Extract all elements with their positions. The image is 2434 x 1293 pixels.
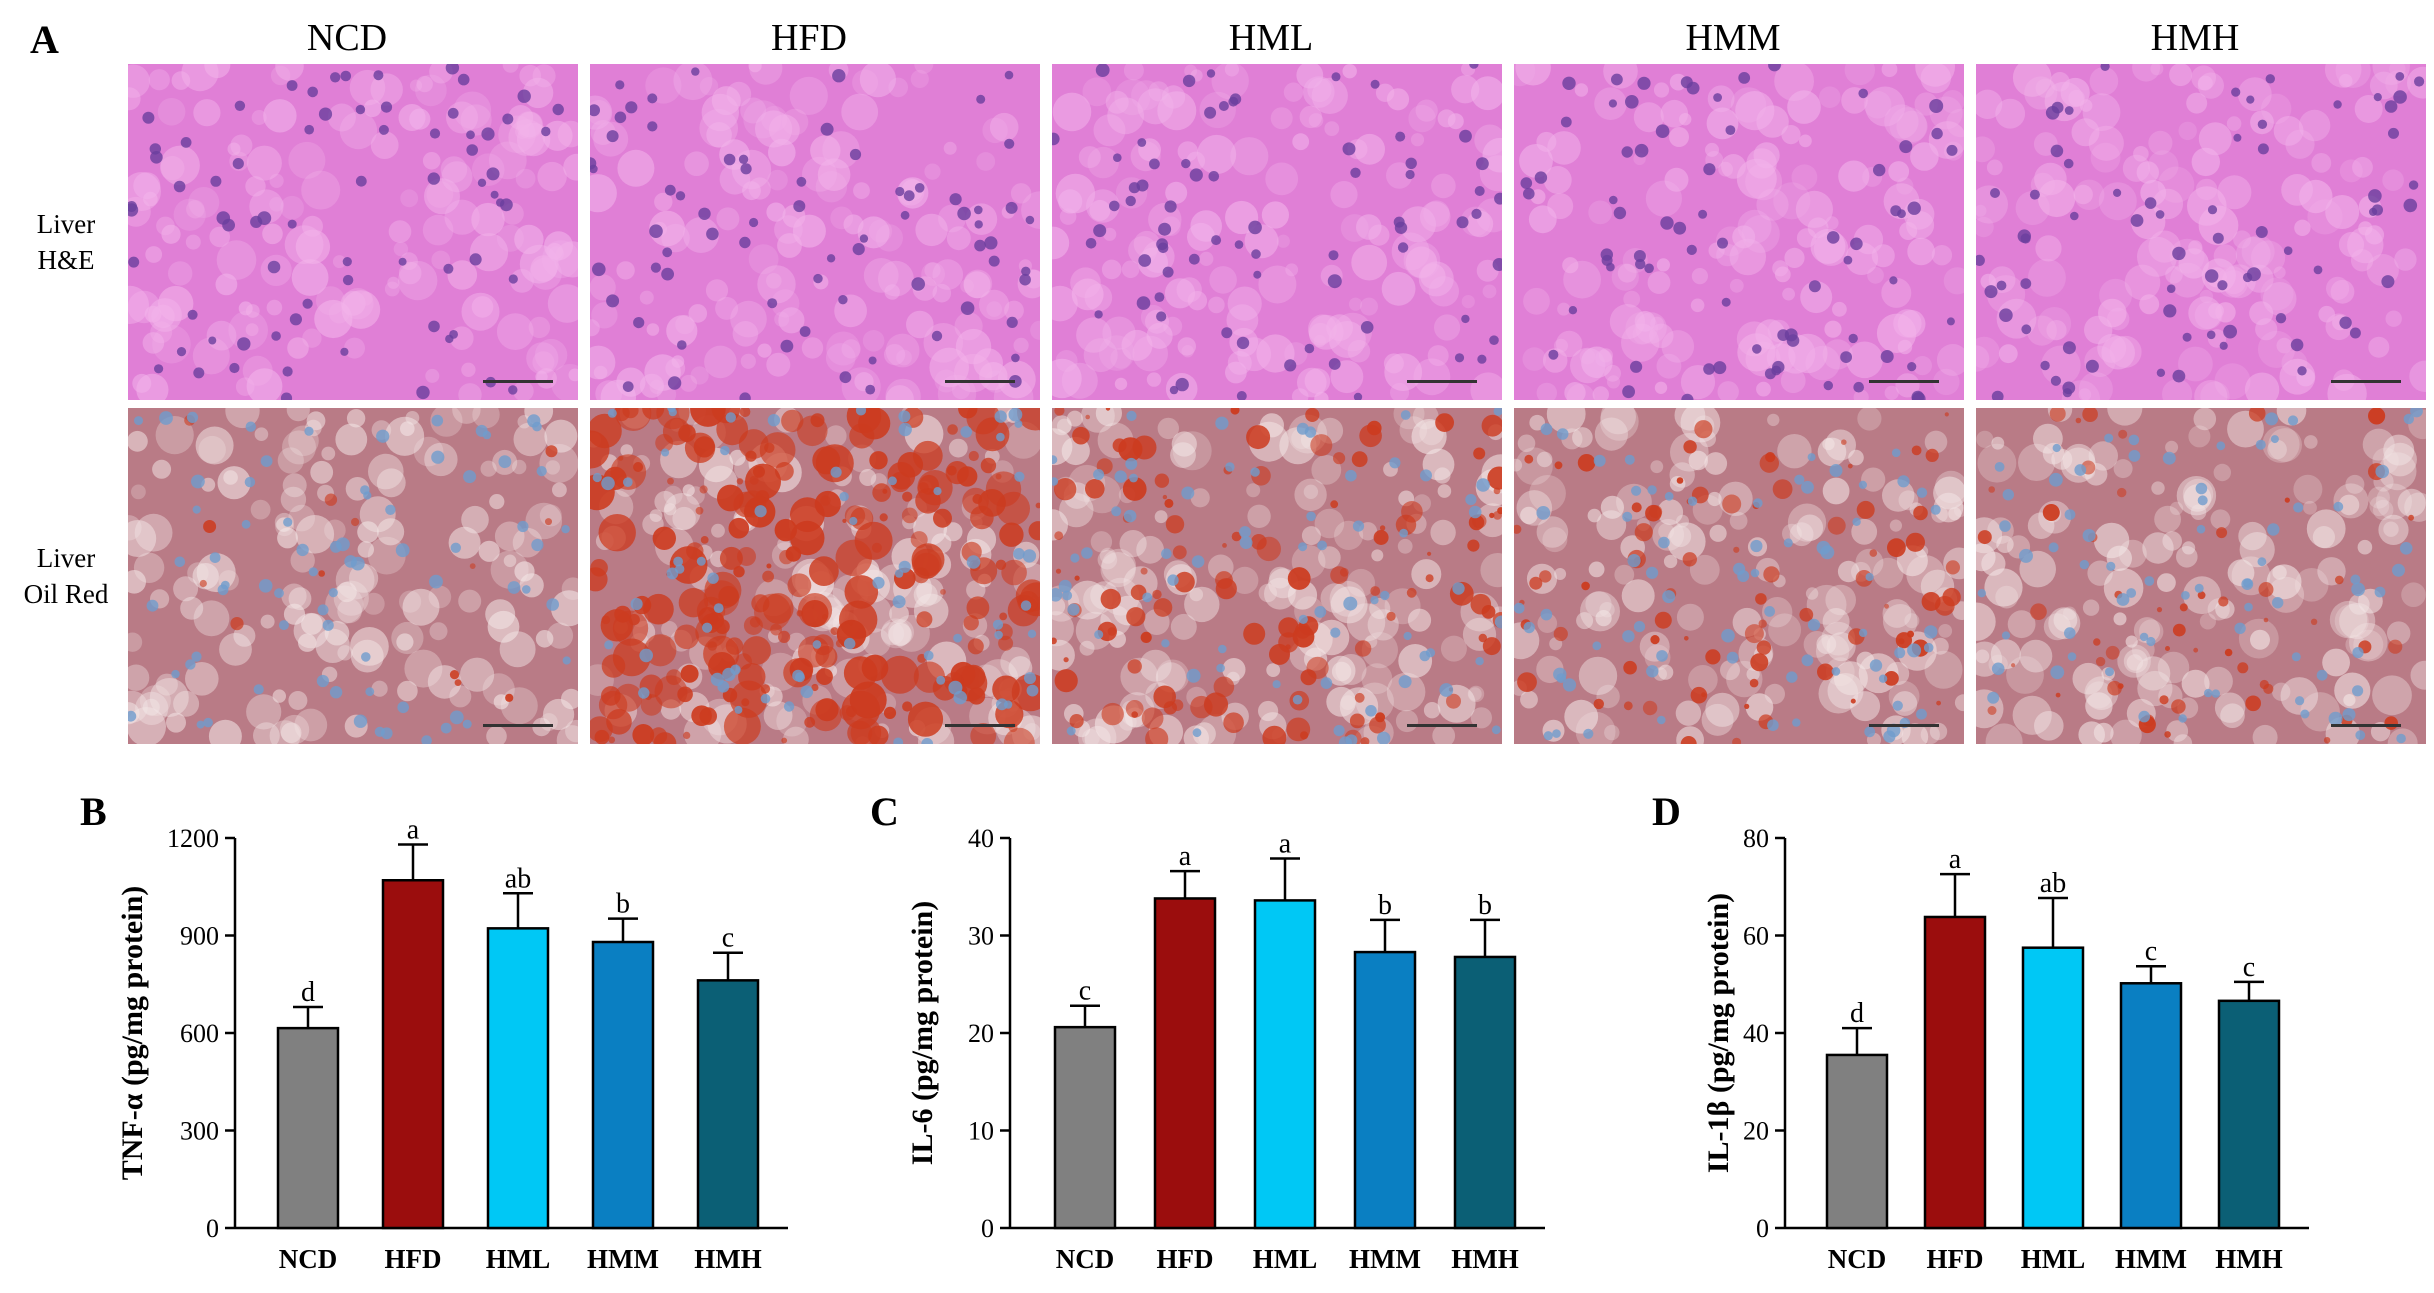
micrograph-he-ncd — [128, 64, 578, 400]
panel-c-ytick-label: 30 — [968, 922, 994, 951]
panel-b-ylabel: TNF-α (pg/mg protein) — [116, 886, 149, 1181]
panel-d-ytick-label: 80 — [1743, 824, 1769, 853]
panel-b-ytick-label: 0 — [206, 1214, 219, 1243]
row-label-oilred: Liver Oil Red — [10, 540, 122, 612]
panel-c-bar-hml — [1253, 899, 1317, 1230]
panel-b-xtick-hmh: HMH — [694, 1244, 762, 1274]
row-label-he: Liver H&E — [10, 206, 122, 278]
panel-d-xtick-ncd: NCD — [1828, 1244, 1887, 1274]
row-label-he-line1: Liver — [36, 209, 96, 239]
panel-b-bar-hmh — [696, 979, 760, 1230]
panel-d-bar-hmh — [2217, 999, 2281, 1230]
panel-b-xtick-hmm: HMM — [587, 1244, 659, 1274]
column-header-ncd: NCD — [306, 17, 388, 59]
panel-c-xtick-hfd: HFD — [1157, 1244, 1214, 1274]
panel-d-ytick-label: 0 — [1756, 1214, 1769, 1243]
panel-d-xtick-hmm: HMM — [2115, 1244, 2187, 1274]
micrograph-he-hml — [1052, 64, 1502, 400]
panel-b-ytick-label: 300 — [180, 1117, 219, 1146]
panel-c-bar-hmh — [1453, 955, 1517, 1230]
panel-c-bar-hmm — [1353, 950, 1417, 1230]
panel-b-sig-letter-hmm: b — [616, 889, 630, 920]
micrograph-he-hfd — [590, 64, 1040, 400]
panel-d-bar-hml — [2021, 946, 2085, 1230]
panel-b-xtick-hfd: HFD — [385, 1244, 442, 1274]
panel-c-ytick-label: 0 — [981, 1214, 994, 1243]
panel-c-bar-ncd — [1053, 1025, 1117, 1230]
panel-b-ytick-label: 1200 — [167, 824, 219, 853]
micrograph-oilred-ncd — [128, 408, 578, 744]
panel-b-ytick-label: 900 — [180, 922, 219, 951]
panel-d-bar-hfd — [1923, 915, 1987, 1230]
row-label-oilred-line2: Oil Red — [23, 579, 109, 609]
panel-c-sig-letter-hmm: b — [1378, 890, 1392, 921]
panel-c-sig-letter-hmh: b — [1478, 890, 1492, 921]
panel-d-sig-letter-hmh: c — [2243, 952, 2255, 983]
panel-b-xtick-ncd: NCD — [279, 1244, 338, 1274]
panel-d-xtick-hml: HML — [2021, 1244, 2086, 1274]
panel-d-ylabel: IL-1β (pg/mg protein) — [1702, 893, 1735, 1173]
panel-d-bar-hmm — [2119, 982, 2183, 1230]
micrograph-he-hmm — [1514, 64, 1964, 400]
panel-b-xtick-hml: HML — [486, 1244, 551, 1274]
panel-c-sig-letter-ncd: c — [1079, 976, 1091, 1007]
micrograph-oilred-hmh — [1976, 408, 2426, 744]
column-header-hml: HML — [1228, 17, 1314, 59]
micrograph-oilred-hfd — [590, 408, 1040, 744]
panel-b-bar-hfd — [381, 879, 445, 1230]
panel-c-ylabel: IL-6 (pg/mg protein) — [906, 901, 939, 1165]
panel-b-sig-letter-hml: ab — [505, 863, 531, 894]
micrograph-oilred-hmm — [1514, 408, 1964, 744]
panel-c-sig-letter-hml: a — [1279, 828, 1292, 859]
micrograph-he-hmh — [1976, 64, 2426, 400]
panel-b-sig-letter-ncd: d — [301, 977, 315, 1008]
column-header-hfd: HFD — [770, 17, 848, 59]
panel-d-sig-letter-ncd: d — [1850, 998, 1864, 1029]
panel-c-xtick-hml: HML — [1253, 1244, 1318, 1274]
panel-d-ytick-label: 60 — [1743, 922, 1769, 951]
panel-a-letter: A — [30, 17, 59, 62]
panel-b-bar-hml — [486, 927, 550, 1230]
panel-b-bar-ncd — [276, 1026, 340, 1230]
panel-c-xtick-ncd: NCD — [1056, 1244, 1115, 1274]
panel-c-sig-letter-hfd: a — [1179, 841, 1192, 872]
panel-b-sig-letter-hfd: a — [407, 815, 420, 846]
panel-d-bar-ncd — [1825, 1053, 1889, 1230]
row-label-oilred-line1: Liver — [36, 543, 96, 573]
panel-c-xtick-hmm: HMM — [1349, 1244, 1421, 1274]
panel-d-sig-letter-hmm: c — [2145, 936, 2157, 967]
panel-d-xtick-hfd: HFD — [1927, 1244, 1984, 1274]
row-label-he-line2: H&E — [37, 245, 95, 275]
panel-d-letter: D — [1652, 789, 1681, 834]
micrograph-oilred-hml — [1052, 408, 1502, 744]
column-header-hmh: HMH — [2150, 17, 2240, 59]
panel-b-bar-hmm — [591, 940, 655, 1230]
column-header-hmm: HMM — [1685, 17, 1781, 59]
panel-c-bar-hfd — [1153, 897, 1217, 1230]
panel-c-ytick-label: 20 — [968, 1019, 994, 1048]
panel-c-ytick-label: 40 — [968, 824, 994, 853]
panel-d-ytick-label: 40 — [1743, 1019, 1769, 1048]
panel-b-sig-letter-hmh: c — [722, 923, 734, 954]
panel-d-sig-letter-hfd: a — [1949, 844, 1962, 875]
panel-c-xtick-hmh: HMH — [1451, 1244, 1519, 1274]
panel-b-ytick-label: 600 — [180, 1019, 219, 1048]
panel-d-sig-letter-hml: ab — [2040, 868, 2066, 899]
panel-d-ytick-label: 20 — [1743, 1117, 1769, 1146]
panel-c-letter: C — [870, 789, 899, 834]
panel-d-xtick-hmh: HMH — [2215, 1244, 2283, 1274]
panel-c-ytick-label: 10 — [968, 1117, 994, 1146]
panel-b-letter: B — [80, 789, 107, 834]
